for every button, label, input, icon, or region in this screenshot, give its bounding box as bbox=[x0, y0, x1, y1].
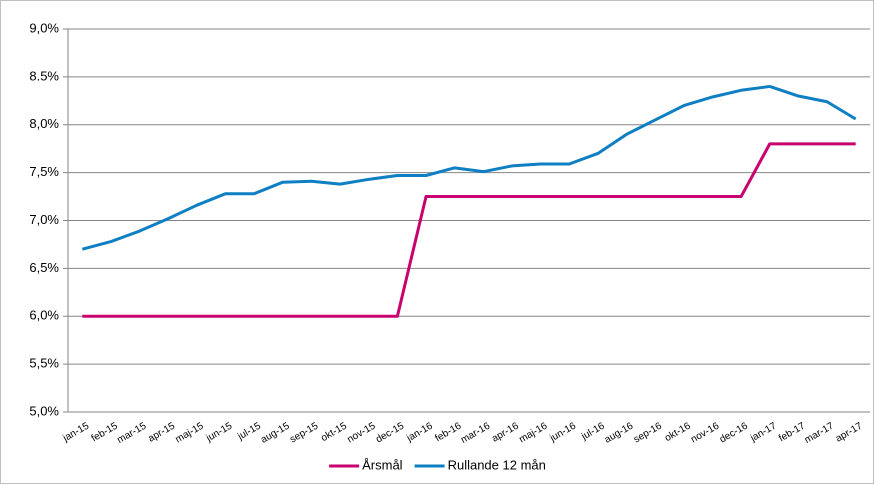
y-tick-label: 5,5% bbox=[29, 356, 59, 371]
y-tick-label: 8,0% bbox=[29, 116, 59, 131]
series-line bbox=[82, 142, 856, 318]
y-tick-label: 7,0% bbox=[29, 212, 59, 227]
y-tick-label: 9,0% bbox=[29, 20, 59, 35]
y-tick-label: 6,0% bbox=[29, 308, 59, 323]
legend: Årsmål Rullande 12 mån bbox=[329, 457, 546, 472]
y-tick-label: 7,5% bbox=[29, 164, 59, 179]
y-tick-label: 8.5% bbox=[29, 68, 59, 83]
legend-label: Rullande 12 mån bbox=[448, 457, 546, 472]
series-line bbox=[81, 84, 857, 251]
legend-label: Årsmål bbox=[362, 457, 403, 472]
y-tick-label: 6,5% bbox=[29, 260, 59, 275]
y-tick-label: 5,0% bbox=[29, 403, 59, 418]
